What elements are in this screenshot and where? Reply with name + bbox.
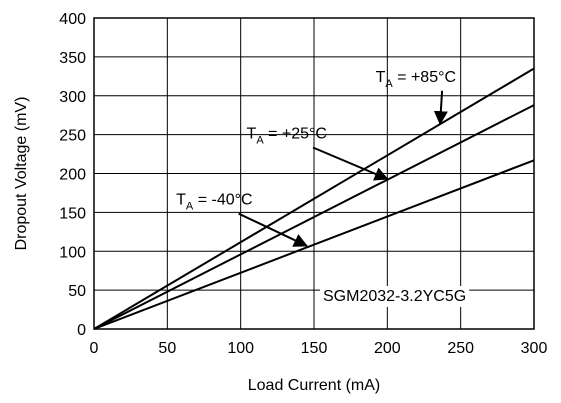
series-line-2 [93,159,535,330]
series-arrow-0 [433,90,448,126]
series-line-0 [93,67,535,330]
series-label-2: TA = -40°C [176,192,252,213]
x-tick-label: 100 [227,340,254,357]
x-tick-label: 200 [374,340,401,357]
y-tick-label: 0 [77,322,86,339]
device-label: SGM2032-3.2YC5G [323,288,466,305]
y-tick-label: 350 [59,50,86,67]
series-lines [93,67,535,330]
y-axis-title: Dropout Voltage (mV) [13,97,30,251]
x-tick-label: 50 [158,340,176,357]
y-tick-label: 150 [59,205,86,222]
x-axis-title: Load Current (mA) [248,377,381,394]
y-tick-label: 300 [59,89,86,106]
y-tick-label: 100 [59,244,86,261]
device-label-box [320,286,470,307]
plot-frame [93,17,535,330]
y-tick-label: 200 [59,167,86,184]
y-axis-ticks: 0 50 100 150 200 250 300 350 400 [59,11,86,339]
x-axis-ticks: 0 50 100 150 200 250 300 [90,340,548,357]
series-line-1 [93,104,535,330]
x-tick-label: 0 [90,340,99,357]
y-tick-label: 250 [59,128,86,145]
series-arrow-2 [238,212,308,247]
series-label-1: TA = +25°C [247,126,327,147]
x-tick-label: 150 [301,340,328,357]
y-tick-label: 400 [59,11,86,28]
series-label-0: TA = +85°C [376,69,456,90]
series-arrow-1 [312,146,389,181]
y-tick-label: 50 [68,283,86,300]
series-annotations: TA = +85°C TA = +25°C TA = -40°C [176,69,456,247]
x-tick-label: 250 [447,340,474,357]
x-tick-label: 300 [521,340,548,357]
